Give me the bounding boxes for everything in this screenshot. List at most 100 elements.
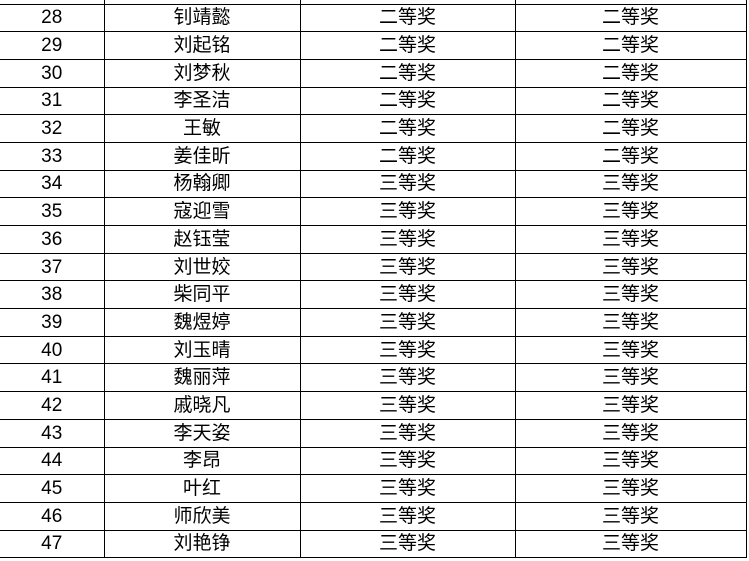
table-row: 46 师欣美 三等奖 三等奖 — [0, 501, 747, 531]
award-level-cell-2: 三等奖 — [514, 391, 747, 420]
name-cell: 戚晓凡 — [103, 391, 301, 420]
award-level-cell: 三等奖 — [299, 474, 516, 503]
row-number-cell: 41 — [0, 363, 105, 393]
award-level-cell-2: 三等奖 — [514, 169, 747, 199]
award-level-cell: 三等奖 — [299, 363, 516, 393]
award-level-cell: 二等奖 — [299, 58, 516, 88]
name-cell: 刘艳铮 — [103, 529, 301, 559]
award-level-cell-2: 二等奖 — [514, 114, 747, 143]
row-number-cell: 36 — [0, 225, 105, 254]
table-row: 28 钊靖懿 二等奖 二等奖 — [0, 3, 747, 33]
table-row: 41 魏丽萍 三等奖 三等奖 — [0, 363, 747, 393]
award-level-cell-2: 三等奖 — [514, 280, 747, 310]
row-number-cell: 29 — [0, 31, 105, 60]
row-number-cell: 33 — [0, 141, 105, 171]
table-row: 42 戚晓凡 三等奖 三等奖 — [0, 391, 747, 420]
row-number-cell: 37 — [0, 252, 105, 282]
award-level-cell-2: 三等奖 — [514, 474, 747, 503]
name-cell: 王敏 — [103, 114, 301, 143]
table-row: 32 王敏 二等奖 二等奖 — [0, 114, 747, 143]
name-cell: 李圣洁 — [103, 86, 301, 116]
table-row: 37 刘世姣 三等奖 三等奖 — [0, 252, 747, 282]
award-level-cell-2: 二等奖 — [514, 86, 747, 116]
award-level-cell-2: 三等奖 — [514, 335, 747, 365]
award-level-cell: 三等奖 — [299, 418, 516, 448]
name-cell: 刘起铭 — [103, 31, 301, 60]
table-row: 47 刘艳铮 三等奖 三等奖 — [0, 529, 747, 559]
table-row: 33 姜佳昕 二等奖 二等奖 — [0, 141, 747, 171]
award-level-cell-2: 三等奖 — [514, 308, 747, 337]
table-row: 39 魏煜婷 三等奖 三等奖 — [0, 308, 747, 337]
row-number-cell: 44 — [0, 446, 105, 476]
table-row: 31 李圣洁 二等奖 二等奖 — [0, 86, 747, 116]
name-cell: 李昂 — [103, 446, 301, 476]
name-cell: 寇迎雪 — [103, 197, 301, 226]
award-level-cell: 三等奖 — [299, 169, 516, 199]
award-level-cell: 三等奖 — [299, 225, 516, 254]
award-level-cell-2: 二等奖 — [514, 31, 747, 60]
table-row: 45 叶红 三等奖 三等奖 — [0, 474, 747, 503]
name-cell: 刘梦秋 — [103, 58, 301, 88]
award-level-cell-2: 三等奖 — [514, 363, 747, 393]
award-level-cell: 二等奖 — [299, 31, 516, 60]
row-number-cell: 28 — [0, 3, 105, 33]
award-level-cell: 三等奖 — [299, 391, 516, 420]
name-cell: 师欣美 — [103, 501, 301, 531]
award-level-cell-2: 三等奖 — [514, 529, 747, 559]
table-row: 30 刘梦秋 二等奖 二等奖 — [0, 58, 747, 88]
name-cell: 李天姿 — [103, 418, 301, 448]
name-cell: 杨翰卿 — [103, 169, 301, 199]
award-level-cell: 二等奖 — [299, 114, 516, 143]
table-row: 44 李昂 三等奖 三等奖 — [0, 446, 747, 476]
name-cell: 魏丽萍 — [103, 363, 301, 393]
name-cell: 魏煜婷 — [103, 308, 301, 337]
row-number-cell: 42 — [0, 391, 105, 420]
table-row: 43 李天姿 三等奖 三等奖 — [0, 418, 747, 448]
table-row: 34 杨翰卿 三等奖 三等奖 — [0, 169, 747, 199]
award-level-cell: 三等奖 — [299, 197, 516, 226]
table-row: 40 刘玉晴 三等奖 三等奖 — [0, 335, 747, 365]
table-row: 35 寇迎雪 三等奖 三等奖 — [0, 197, 747, 226]
award-level-cell: 三等奖 — [299, 529, 516, 559]
row-number-cell: 46 — [0, 501, 105, 531]
name-cell: 叶红 — [103, 474, 301, 503]
row-number-cell: 32 — [0, 114, 105, 143]
row-number-cell: 35 — [0, 197, 105, 226]
award-level-cell: 二等奖 — [299, 141, 516, 171]
award-level-cell: 三等奖 — [299, 501, 516, 531]
name-cell: 刘世姣 — [103, 252, 301, 282]
row-number-cell: 31 — [0, 86, 105, 116]
name-cell: 钊靖懿 — [103, 3, 301, 33]
name-cell: 刘玉晴 — [103, 335, 301, 365]
row-number-cell: 40 — [0, 335, 105, 365]
row-number-cell: 34 — [0, 169, 105, 199]
award-level-cell-2: 二等奖 — [514, 3, 747, 33]
row-number-cell: 43 — [0, 418, 105, 448]
award-level-cell-2: 三等奖 — [514, 197, 747, 226]
name-cell: 柴同平 — [103, 280, 301, 310]
award-level-cell-2: 二等奖 — [514, 58, 747, 88]
award-level-cell-2: 二等奖 — [514, 141, 747, 171]
cropped-cell — [514, 0, 747, 5]
award-level-cell-2: 三等奖 — [514, 252, 747, 282]
name-cell: 姜佳昕 — [103, 141, 301, 171]
award-level-cell: 三等奖 — [299, 252, 516, 282]
table-row: 29 刘起铭 二等奖 二等奖 — [0, 31, 747, 60]
award-level-cell-2: 三等奖 — [514, 501, 747, 531]
award-level-cell-2: 三等奖 — [514, 225, 747, 254]
award-level-cell: 二等奖 — [299, 3, 516, 33]
row-number-cell: 30 — [0, 58, 105, 88]
row-number-cell: 38 — [0, 280, 105, 310]
cropped-row-sliver — [0, 0, 747, 5]
award-level-cell-2: 三等奖 — [514, 446, 747, 476]
name-cell: 赵钰莹 — [103, 225, 301, 254]
award-level-cell-2: 三等奖 — [514, 418, 747, 448]
award-level-cell: 三等奖 — [299, 335, 516, 365]
table-row: 36 赵钰莹 三等奖 三等奖 — [0, 225, 747, 254]
award-level-cell: 二等奖 — [299, 86, 516, 116]
award-level-cell: 三等奖 — [299, 446, 516, 476]
row-number-cell: 45 — [0, 474, 105, 503]
